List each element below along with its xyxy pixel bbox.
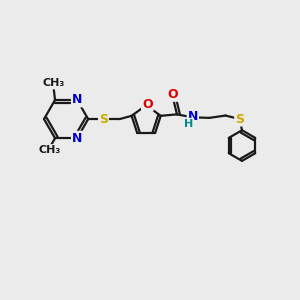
Text: S: S [99, 112, 108, 126]
Text: S: S [235, 112, 244, 126]
Text: O: O [167, 88, 178, 101]
Text: CH₃: CH₃ [42, 79, 65, 88]
Text: N: N [72, 94, 82, 106]
Text: O: O [142, 98, 153, 111]
Text: N: N [72, 132, 82, 145]
Text: N: N [188, 110, 198, 123]
Text: CH₃: CH₃ [39, 145, 61, 155]
Text: H: H [184, 119, 193, 129]
